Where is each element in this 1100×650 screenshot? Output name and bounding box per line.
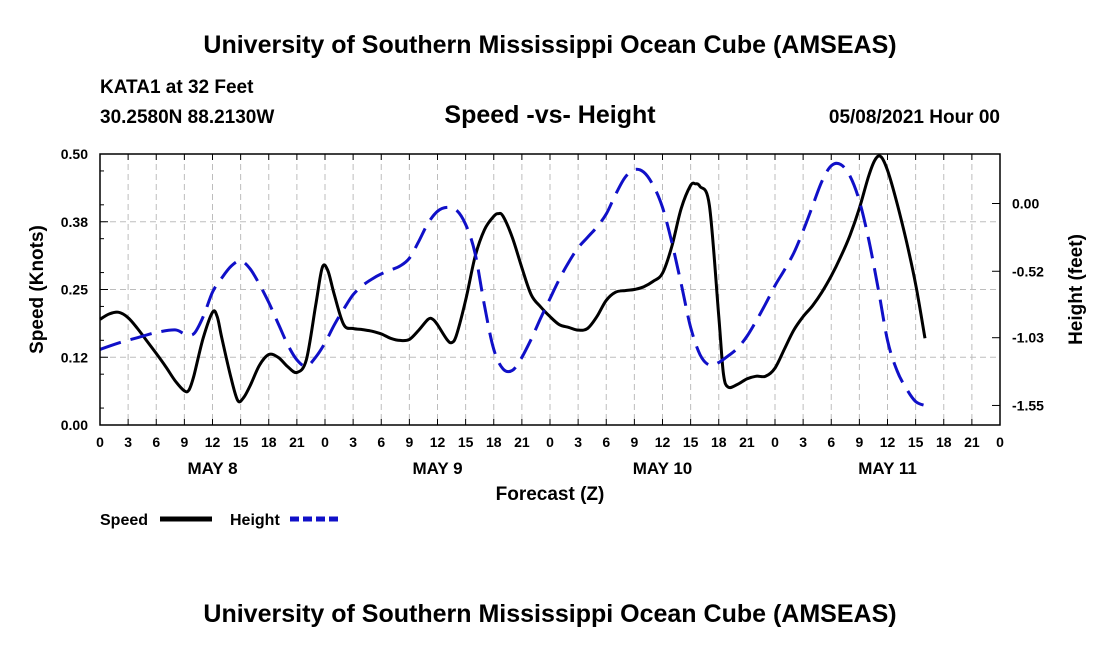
x-tick-label: 18	[711, 434, 727, 450]
x-tick-label: 3	[124, 434, 132, 450]
x-tick-label: 0	[771, 434, 779, 450]
y2-tick-label: -0.52	[1012, 263, 1044, 279]
y-tick-label: 0.12	[61, 349, 88, 365]
day-label: MAY 8	[187, 459, 237, 478]
x-tick-label: 12	[655, 434, 671, 450]
y2-tick-label: -1.55	[1012, 397, 1044, 413]
x-axis-title: Forecast (Z)	[496, 484, 605, 505]
x-tick-label: 12	[880, 434, 896, 450]
x-tick-label: 21	[964, 434, 980, 450]
x-tick-label: 3	[799, 434, 807, 450]
day-label: MAY 9	[412, 459, 462, 478]
y-tick-label: 0.00	[61, 417, 88, 433]
x-tick-label: 6	[602, 434, 610, 450]
x-tick-label: 0	[546, 434, 554, 450]
x-tick-label: 0	[321, 434, 329, 450]
y2-tick-label: -1.03	[1012, 330, 1044, 346]
x-tick-label: 15	[233, 434, 249, 450]
height-series-line	[99, 161, 926, 407]
x-tick-label: 9	[855, 434, 863, 450]
y-tick-label: 0.25	[61, 282, 88, 298]
x-tick-label: 15	[458, 434, 474, 450]
chart-title: Speed -vs- Height	[444, 101, 656, 129]
x-tick-label: 18	[936, 434, 952, 450]
legend-speed-label: Speed	[100, 512, 148, 529]
x-tick-label: 15	[908, 434, 924, 450]
x-tick-label: 3	[574, 434, 582, 450]
x-tick-label: 18	[261, 434, 277, 450]
x-tick-label: 0	[96, 434, 104, 450]
y2-tick-label: 0.00	[1012, 196, 1039, 212]
x-tick-label: 6	[377, 434, 385, 450]
y-tick-label: 0.38	[61, 214, 88, 230]
station-label: KATA1 at 32 Feet	[100, 77, 254, 98]
x-tick-label: 6	[152, 434, 160, 450]
x-tick-label: 6	[827, 434, 835, 450]
footer-title: University of Southern Mississippi Ocean…	[203, 600, 897, 628]
station-coordinates: 30.2580N 88.2130W	[100, 107, 275, 128]
x-tick-label: 15	[683, 434, 699, 450]
day-label: MAY 10	[633, 459, 693, 478]
x-tick-label: 12	[205, 434, 221, 450]
y2-axis-title: Height (feet)	[1066, 234, 1087, 345]
forecast-datetime: 05/08/2021 Hour 00	[828, 107, 1000, 128]
x-tick-label: 9	[630, 434, 638, 450]
plot-frame	[99, 153, 1001, 426]
x-tick-label: 21	[289, 434, 305, 450]
x-tick-label: 9	[180, 434, 188, 450]
x-tick-label: 9	[405, 434, 413, 450]
page-title: University of Southern Mississippi Ocean…	[203, 31, 897, 59]
x-tick-label: 12	[430, 434, 446, 450]
x-tick-label: 18	[486, 434, 502, 450]
x-tick-label: 3	[349, 434, 357, 450]
y-axis-title: Speed (Knots)	[27, 225, 48, 354]
day-label: MAY 11	[858, 459, 917, 478]
x-tick-label: 21	[514, 434, 530, 450]
y-tick-label: 0.50	[61, 146, 88, 162]
x-tick-label: 0	[996, 434, 1004, 450]
x-tick-label: 21	[739, 434, 755, 450]
speed-series-line	[99, 154, 927, 404]
legend-height-label: Height	[230, 512, 280, 529]
